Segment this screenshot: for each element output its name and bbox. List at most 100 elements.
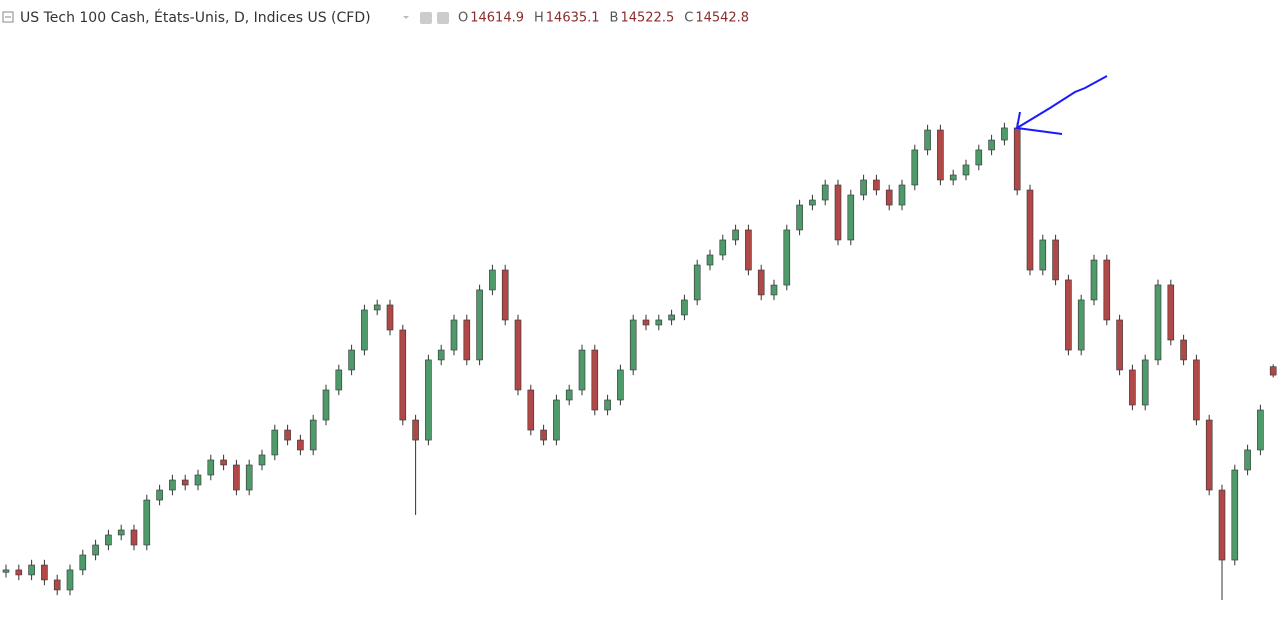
candle-body [604, 399, 611, 411]
candle-body [1244, 449, 1251, 471]
candle-body [706, 254, 714, 266]
candle-body [821, 184, 829, 201]
candle-body [143, 499, 151, 546]
candle-body [668, 314, 675, 321]
candle-body [105, 534, 112, 546]
candle-body [194, 474, 202, 486]
candle-body [53, 579, 61, 591]
ohlc-value: 14635.1 [546, 11, 600, 26]
candle-body [898, 184, 906, 206]
ohlc-label: O [458, 11, 468, 26]
candle-body [1129, 369, 1136, 406]
candle-body [962, 164, 970, 176]
candle-body [1077, 299, 1085, 351]
candle-body [873, 179, 880, 191]
candle-body [386, 304, 394, 331]
candle-body [1116, 319, 1123, 371]
candle-body [514, 319, 522, 391]
candle-body [15, 569, 23, 576]
candle-body [412, 419, 419, 441]
candle-body [1231, 469, 1239, 561]
candle-body [361, 309, 368, 351]
ohlc-value: 14542.8 [695, 11, 749, 26]
candle-body [501, 269, 509, 321]
candle-body [1193, 359, 1200, 421]
candle-body [309, 419, 317, 451]
candle-body [1039, 239, 1047, 271]
candle-body [399, 329, 407, 421]
candle-body [527, 389, 535, 431]
candle-body [693, 264, 701, 301]
candle-body [297, 439, 304, 451]
candle-body [1218, 489, 1226, 561]
candle-body [66, 569, 74, 591]
candle-body [450, 319, 458, 351]
eye-icon[interactable] [420, 12, 432, 24]
ohlc-label: B [610, 11, 619, 26]
candle-body [373, 304, 381, 311]
candle-body [1205, 419, 1213, 491]
ohlc-label: C [684, 11, 693, 26]
candle-body [757, 269, 765, 296]
candles [2, 122, 1277, 600]
dropdown-arrow[interactable] [403, 16, 409, 19]
candle-body [719, 239, 727, 256]
candle-body [834, 184, 842, 241]
candle-body [578, 349, 586, 391]
candle-body [885, 189, 893, 206]
candle-body [911, 149, 919, 186]
candle-body [207, 459, 215, 476]
settings-icon[interactable] [437, 12, 449, 24]
candle-body [1257, 409, 1264, 451]
candle-body [181, 479, 189, 486]
candle-body [220, 459, 227, 466]
candle-body [617, 369, 624, 401]
candle-body [1026, 189, 1034, 271]
candle-body [1065, 279, 1072, 351]
candle-body [540, 429, 547, 441]
candle-body [847, 194, 855, 241]
candle-body [988, 139, 995, 151]
candle-body [783, 229, 791, 286]
candle-body [924, 129, 931, 151]
candle-body [28, 564, 35, 576]
candle-body [1001, 127, 1008, 141]
candle-body [809, 199, 816, 206]
candle-body [2, 569, 10, 573]
candle-body [284, 429, 291, 441]
candle-body [348, 349, 355, 371]
candle-body [770, 284, 778, 296]
candle-body [591, 349, 599, 411]
candle-body [1167, 284, 1175, 341]
candle-body [169, 479, 176, 491]
candle-body [233, 464, 240, 491]
candle-body [322, 389, 330, 421]
candle-body [425, 359, 432, 441]
candle-body [745, 229, 752, 271]
candle-body [271, 429, 279, 456]
ohlc-label: H [534, 11, 544, 26]
candle-body [79, 554, 87, 571]
candle-body [1269, 366, 1277, 376]
candle-body [1103, 259, 1111, 321]
candle-body [41, 564, 48, 581]
candle-body [335, 369, 343, 391]
candle-body [117, 529, 125, 536]
candle-body [130, 529, 138, 546]
candle-body [489, 269, 496, 291]
candle-body [937, 129, 944, 181]
candle-body [681, 299, 688, 316]
candle-body [553, 399, 560, 441]
collapse-toggle[interactable] [2, 11, 14, 23]
candle-body [1013, 127, 1021, 191]
candle-body [258, 454, 266, 466]
candle-body [1154, 284, 1162, 361]
candle-body [92, 544, 99, 556]
candle-body [437, 349, 445, 361]
candle-body [1052, 239, 1059, 281]
annotation-arrow [1014, 75, 1108, 135]
candle-body [796, 204, 803, 231]
candle-body [245, 464, 253, 491]
candle-body [975, 149, 983, 166]
